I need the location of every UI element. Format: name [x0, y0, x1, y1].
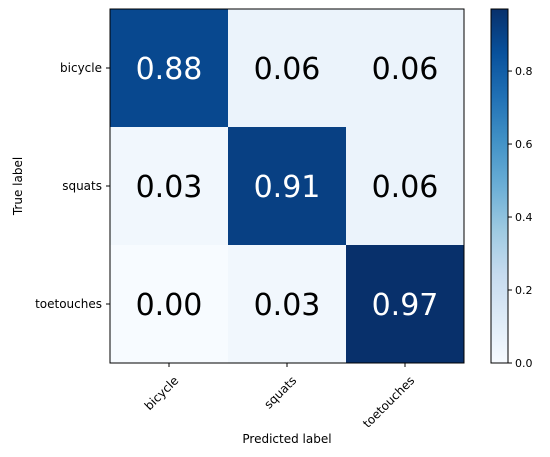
x-axis-label: Predicted label	[242, 432, 331, 446]
y-axis: bicycle squats toetouches	[35, 61, 110, 311]
cell-label-1-0: 0.03	[136, 170, 203, 205]
y-tick-label-1: squats	[62, 179, 102, 193]
x-tick-label-0: bicycle	[142, 373, 182, 413]
colorbar-tick-label-4: 0.8	[515, 65, 533, 78]
cell-label-0-2: 0.06	[372, 52, 439, 87]
heatmap-cell-1-0	[110, 127, 228, 245]
cell-label-1-1: 0.91	[254, 170, 321, 205]
heatmap-cell-0-1	[228, 9, 346, 127]
heatmap-cell-0-2	[346, 9, 464, 127]
colorbar-axis: 0.0 0.2 0.4 0.6 0.8	[508, 65, 533, 370]
heatmap-cell-2-0	[110, 245, 228, 363]
heatmap-cell-2-1	[228, 245, 346, 363]
heatmap-cell-0-0	[110, 9, 228, 127]
heatmap-cells	[110, 9, 464, 363]
cell-label-0-0: 0.88	[136, 52, 203, 87]
cell-label-2-0: 0.00	[136, 288, 203, 323]
heatmap-cell-1-1	[228, 127, 346, 245]
y-tick-label-0: bicycle	[60, 61, 102, 75]
cell-label-2-1: 0.03	[254, 288, 321, 323]
y-tick-label-2: toetouches	[35, 297, 102, 311]
cell-label-2-2: 0.97	[372, 288, 439, 323]
colorbar-tick-label-0: 0.0	[515, 357, 533, 370]
colorbar	[490, 8, 509, 364]
heatmap-cell-1-2	[346, 127, 464, 245]
x-axis: bicycle squats toetouches	[142, 363, 417, 431]
heatmap-cell-2-2	[346, 245, 464, 363]
y-axis-label: True label	[11, 157, 25, 216]
colorbar-tick-label-3: 0.6	[515, 138, 533, 151]
x-tick-label-1: squats	[261, 373, 299, 411]
x-tick-label-2: toetouches	[360, 373, 417, 430]
colorbar-tick-label-1: 0.2	[515, 284, 533, 297]
cell-label-0-1: 0.06	[254, 52, 321, 87]
colorbar-tick-label-2: 0.4	[515, 211, 533, 224]
heatmap-cell-labels: 0.88 0.06 0.06 0.03 0.91 0.06 0.00 0.03 0.97	[136, 52, 439, 323]
cell-label-1-2: 0.06	[372, 170, 439, 205]
